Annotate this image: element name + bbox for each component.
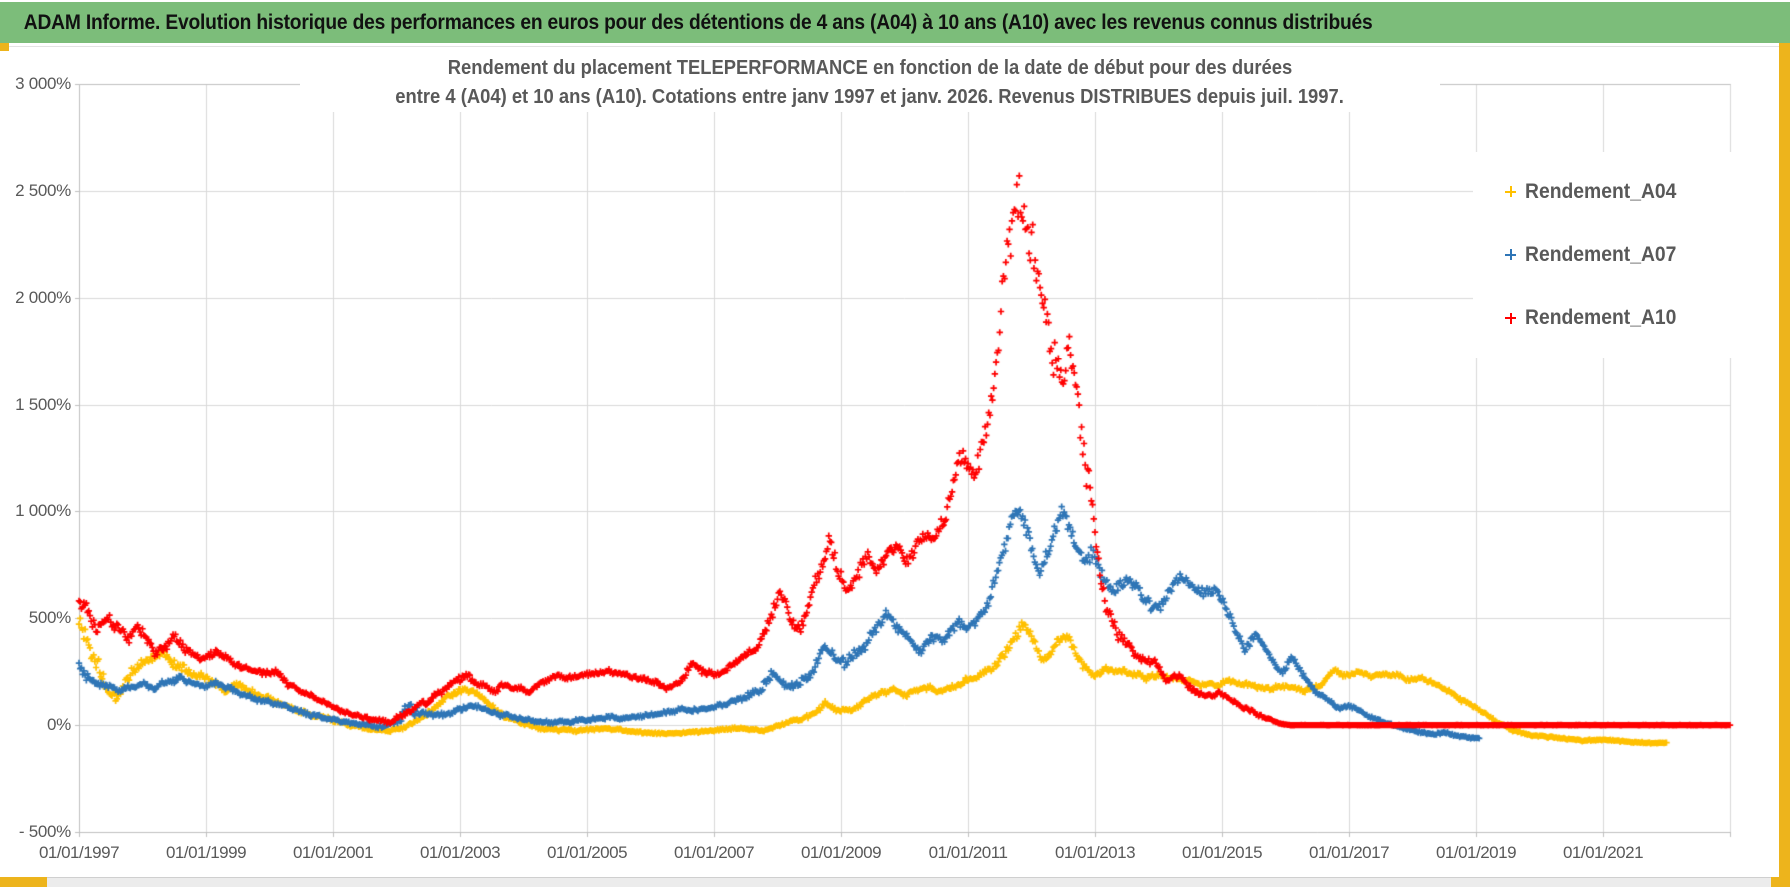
- chart-title-line2: entre 4 (A04) et 10 ans (A10). Cotations…: [395, 86, 1345, 108]
- y-tick-label: 2 000%: [15, 287, 71, 307]
- chart-title: Rendement du placement TELEPERFORMANCE e…: [300, 54, 1440, 112]
- y-tick-label: 500%: [28, 608, 72, 628]
- chart-title-line1: Rendement du placement TELEPERFORMANCE e…: [447, 57, 1293, 79]
- legend-label: Rendement_A04: [1525, 179, 1677, 203]
- x-tick-label: 01/01/2015: [1181, 843, 1263, 862]
- y-tick-label: - 500%: [18, 822, 71, 841]
- legend-item-rendement_a10[interactable]: Rendement_A10: [1473, 306, 1779, 330]
- gold-frame-right: [1779, 43, 1790, 887]
- x-tick-label: 01/01/2013: [1054, 843, 1136, 862]
- legend-label: Rendement_A10: [1525, 306, 1677, 330]
- plus-marker-icon: [1505, 312, 1516, 324]
- plus-marker-icon: [1505, 249, 1516, 261]
- legend-item-rendement_a07[interactable]: Rendement_A07: [1473, 243, 1779, 267]
- x-tick-label: 01/01/1999: [165, 843, 247, 862]
- x-tick-label: 01/01/2011: [928, 843, 1008, 862]
- gold-frame-top-left: [0, 43, 9, 51]
- x-tick-label: 01/01/2001: [292, 843, 374, 862]
- bottom-strip: [0, 877, 1790, 887]
- gold-frame-bottom-left: [0, 877, 47, 887]
- x-tick-label: 01/01/2003: [419, 843, 501, 862]
- x-tick-label: 01/01/2019: [1435, 843, 1517, 862]
- chart-legend: Rendement_A04 Rendement_A07 Rendement_A10: [1473, 152, 1779, 358]
- y-tick-label: 1 000%: [15, 501, 71, 521]
- x-tick-label: 01/01/2009: [800, 843, 882, 862]
- y-tick-label: 3 000%: [15, 74, 71, 93]
- y-tick-label: 1 500%: [15, 394, 71, 414]
- x-tick-label: 01/01/2005: [546, 843, 628, 862]
- legend-item-rendement_a04[interactable]: Rendement_A04: [1473, 180, 1779, 204]
- y-tick-label: 0%: [47, 715, 71, 735]
- x-tick-label: 01/01/1997: [38, 843, 120, 862]
- y-tick-label: 2 500%: [15, 180, 71, 200]
- x-tick-label: 01/01/2017: [1308, 843, 1390, 862]
- x-tick-label: 01/01/2007: [673, 843, 755, 862]
- gold-frame-bottom-right: [1771, 877, 1790, 887]
- legend-label: Rendement_A07: [1525, 242, 1677, 266]
- x-tick-label: 01/01/2021: [1562, 843, 1644, 862]
- plus-marker-icon: [1505, 186, 1516, 198]
